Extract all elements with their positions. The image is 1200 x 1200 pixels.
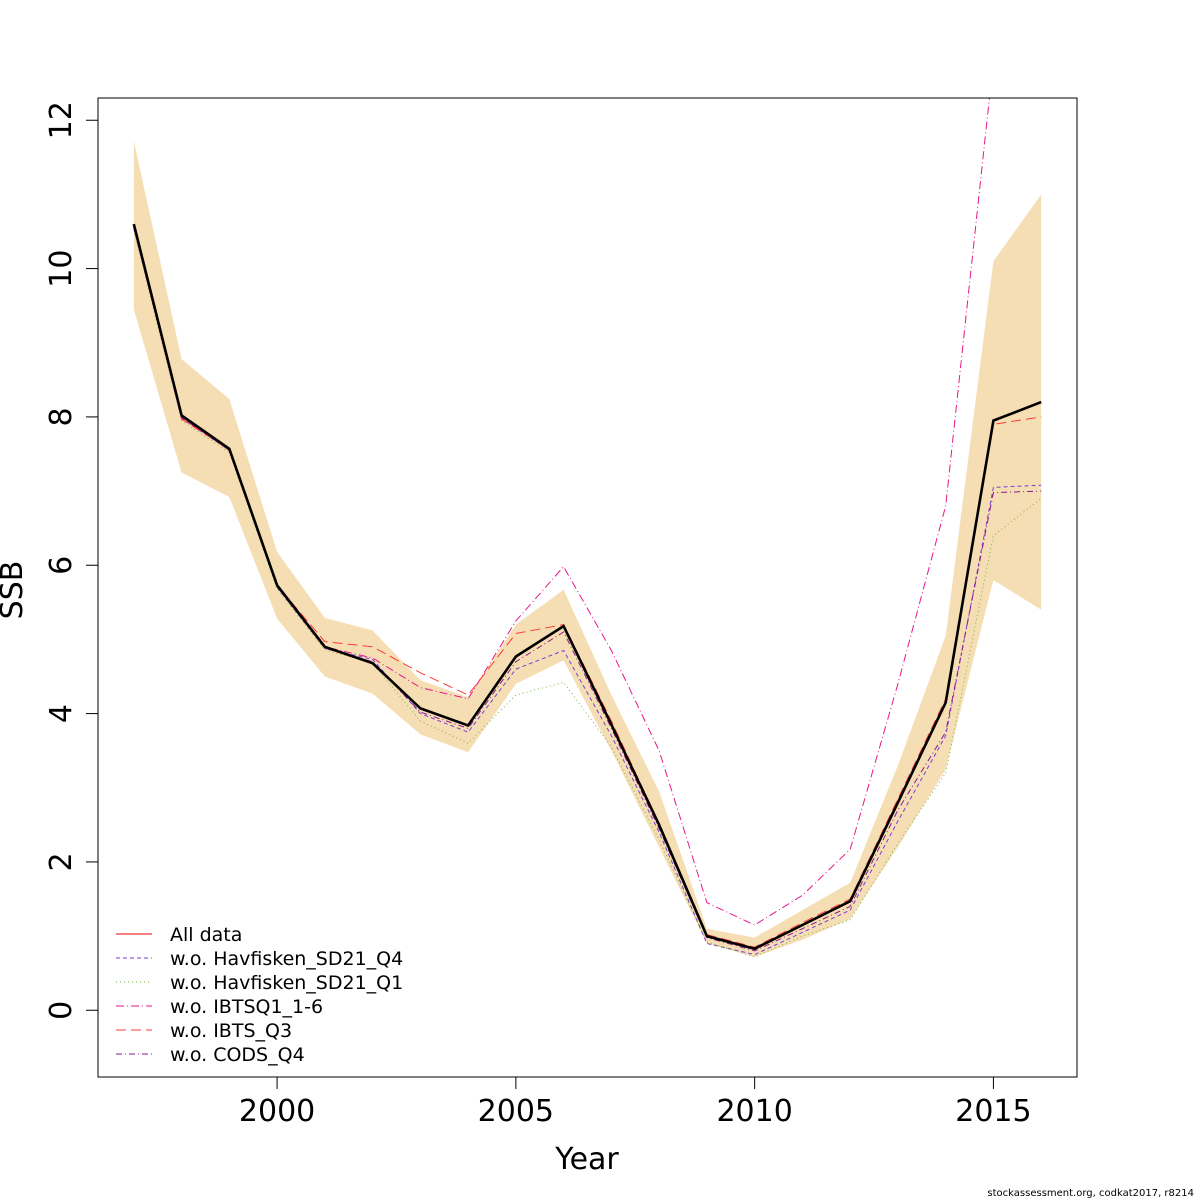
fit-line [132,223,1042,951]
legend-item: All data [116,924,242,946]
legend-label: All data [170,924,242,946]
legend-label: w.o. Havfisken_SD21_Q4 [170,948,403,970]
x-axis: 2000 2005 2010 2015 [239,1076,1032,1129]
plot-area [132,98,1042,958]
confidence-band [133,141,1042,957]
y-axis-title: SSB [0,561,30,620]
plot-frame [97,97,1078,1078]
y-tick-label: 2 [44,852,79,871]
y-tick-label: 8 [44,407,79,426]
x-tick-label: 2005 [478,1094,554,1129]
y-axis: 0 2 4 6 8 10 12 [44,101,99,1020]
legend-label: w.o. Havfisken_SD21_Q1 [170,972,403,994]
legend-item: w.o. Havfisken_SD21_Q4 [116,948,403,970]
y-tick-label: 10 [44,250,79,288]
x-axis-title: Year [554,1142,619,1177]
legend-item: w.o. IBTSQ1_1-6 [116,996,323,1018]
legend-item: w.o. Havfisken_SD21_Q1 [116,972,403,994]
y-tick-label: 12 [44,101,79,139]
x-tick-label: 2000 [239,1094,315,1129]
y-tick-label: 6 [44,556,79,575]
legend-item: w.o. CODS_Q4 [116,1044,305,1066]
x-tick-label: 2010 [716,1094,792,1129]
y-tick-label: 4 [44,704,79,723]
credit-text: stockassessment.org, codkat2017, r8214 [987,1188,1194,1199]
y-tick-label: 0 [44,1001,79,1020]
series-line-1 [133,227,1042,956]
legend-label: w.o. IBTSQ1_1-6 [170,996,323,1018]
legend-label: w.o. IBTS_Q3 [170,1020,292,1042]
legend-label: w.o. CODS_Q4 [170,1044,305,1066]
legend-item: w.o. IBTS_Q3 [116,1020,292,1042]
x-tick-label: 2015 [955,1094,1031,1129]
